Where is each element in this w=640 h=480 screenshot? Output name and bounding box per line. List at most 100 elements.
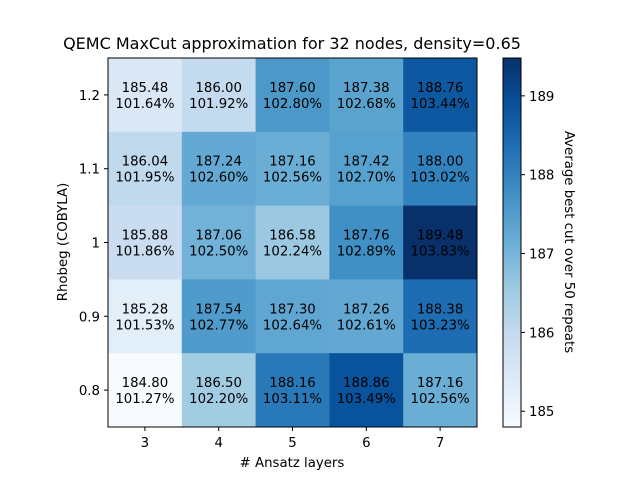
heatmap-cell [255, 205, 330, 280]
colorbar-tick-label: 187 [529, 248, 554, 263]
heatmap-cells [108, 58, 478, 428]
cell-value-label: 185.28 [122, 302, 169, 317]
colorbar-tick-label: 189 [529, 90, 554, 105]
cell-value-label: 188.38 [417, 302, 464, 317]
heatmap-cell [181, 131, 257, 207]
heatmap-cell [108, 205, 183, 280]
cell-value-label: 187.06 [195, 229, 242, 244]
cell-value-label: 187.76 [343, 229, 390, 244]
cell-value-label: 187.54 [195, 302, 242, 317]
heatmap-cell [108, 279, 183, 354]
cell-percent-label: 101.86% [115, 245, 174, 260]
cell-value-label: 187.30 [269, 302, 316, 317]
cell-percent-label: 102.89% [337, 245, 396, 260]
heatmap-cell [403, 58, 478, 133]
x-tick-label: 3 [141, 436, 149, 451]
heatmap-cell [255, 353, 330, 428]
y-tick-label: 0.9 [79, 310, 100, 325]
cell-percent-label: 101.27% [115, 392, 174, 407]
heatmap-cell [108, 58, 183, 133]
heatmap-cell [403, 205, 478, 280]
cell-value-label: 185.88 [122, 229, 169, 244]
heatmap-cell [329, 279, 404, 354]
x-ticks: 3 4 5 6 7 [141, 427, 444, 451]
y-ticks: 1.2 1.1 1 0.9 0.8 [79, 89, 108, 399]
cell-value-label: 188.00 [417, 155, 464, 170]
x-axis-label: # Ansatz layers [240, 456, 345, 471]
colorbar-ticks: 185 186 187 188 189 [521, 90, 554, 420]
heatmap-cell [255, 131, 330, 207]
cell-percent-label: 102.60% [189, 171, 248, 186]
cell-value-label: 187.38 [343, 81, 390, 96]
cell-value-label: 186.58 [269, 229, 316, 244]
cell-value-label: 187.16 [269, 155, 316, 170]
y-axis-label: Rhobeg (COBYLA) [56, 183, 71, 302]
cell-value-label: 187.16 [417, 376, 464, 391]
cell-percent-label: 102.61% [337, 318, 396, 333]
cell-percent-label: 102.56% [411, 392, 470, 407]
heatmap-cell [181, 279, 257, 354]
cell-percent-label: 101.92% [189, 97, 248, 112]
cell-value-label: 188.76 [417, 81, 464, 96]
cell-percent-label: 101.95% [115, 171, 174, 186]
colorbar-tick-label: 186 [529, 326, 554, 341]
cell-value-label: 187.24 [195, 155, 242, 170]
cell-percent-label: 102.24% [263, 245, 322, 260]
cell-percent-label: 103.83% [411, 245, 470, 260]
cell-value-label: 185.48 [122, 81, 169, 96]
cell-percent-label: 103.02% [411, 171, 470, 186]
heatmap-cell [255, 279, 330, 354]
y-tick-label: 1.1 [79, 163, 100, 178]
x-tick-label: 6 [362, 436, 370, 451]
x-tick-label: 7 [436, 436, 444, 451]
cell-percent-label: 102.56% [263, 171, 322, 186]
heatmap-cell [181, 58, 257, 133]
heatmap-cell [329, 58, 404, 133]
cell-percent-label: 102.77% [189, 318, 248, 333]
cell-percent-label: 101.53% [115, 318, 174, 333]
heatmap-cell [403, 279, 478, 354]
cell-value-label: 188.16 [269, 376, 316, 391]
cell-percent-label: 102.80% [263, 97, 322, 112]
cell-value-label: 187.60 [269, 81, 316, 96]
colorbar-tick-label: 185 [529, 405, 554, 420]
cell-value-label: 189.48 [417, 229, 464, 244]
cell-percent-label: 101.64% [115, 97, 174, 112]
y-tick-label: 1 [92, 237, 100, 252]
cell-percent-label: 102.50% [189, 245, 248, 260]
colorbar-tick-label: 188 [529, 169, 554, 184]
heatmap-cell [329, 131, 404, 207]
x-tick-label: 4 [214, 436, 222, 451]
heatmap-cell [329, 353, 404, 428]
x-tick-label: 5 [288, 436, 296, 451]
colorbar [502, 57, 522, 428]
cell-percent-label: 102.20% [189, 392, 248, 407]
cell-value-label: 187.42 [343, 155, 390, 170]
heatmap-cell [181, 353, 257, 428]
cell-percent-label: 102.68% [337, 97, 396, 112]
heatmap-cell [108, 353, 183, 428]
cell-percent-label: 102.70% [337, 171, 396, 186]
chart-title: QEMC MaxCut approximation for 32 nodes, … [63, 34, 521, 53]
cell-percent-label: 102.64% [263, 318, 322, 333]
cell-value-label: 184.80 [122, 376, 169, 391]
cell-percent-label: 103.11% [263, 392, 322, 407]
cell-value-label: 188.86 [343, 376, 390, 391]
y-tick-label: 0.8 [79, 384, 100, 399]
heatmap-cell [403, 353, 478, 428]
heatmap-cell [108, 131, 183, 207]
heatmap-cell [255, 58, 330, 133]
colorbar-label: Average best cut over 50 repeats [561, 131, 576, 353]
heatmap-cell [181, 205, 257, 280]
heatmap-cell [403, 131, 478, 207]
cell-value-label: 187.26 [343, 302, 390, 317]
cell-percent-label: 103.23% [411, 318, 470, 333]
cell-percent-label: 103.44% [411, 97, 470, 112]
cell-value-label: 186.04 [122, 155, 169, 170]
cell-percent-label: 103.49% [337, 392, 396, 407]
y-tick-label: 1.2 [79, 89, 100, 104]
cell-value-label: 186.50 [195, 376, 242, 391]
